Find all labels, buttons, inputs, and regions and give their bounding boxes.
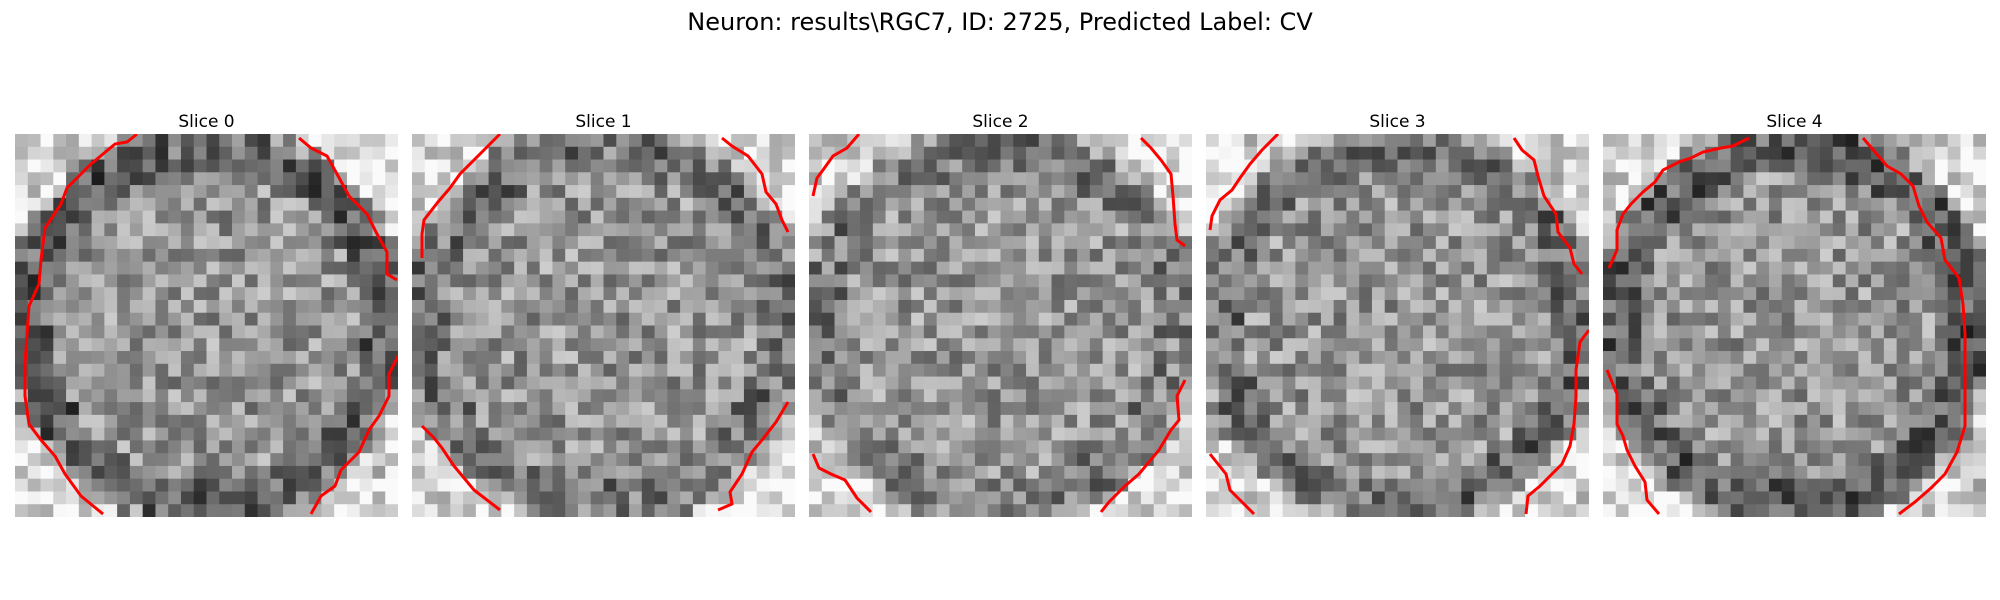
slice-title: Slice 0 [178,112,235,132]
contour-right-lower [309,355,398,515]
contour-right-lower [1099,379,1187,513]
contour-right [298,136,398,282]
slice-image-1 [412,134,795,517]
contour-right [1861,137,1967,516]
slice-image-4 [1603,134,1986,517]
contour-right-lower [717,401,790,512]
slice-panel-4: Slice 4 [1603,110,1986,517]
slice-title: Slice 3 [1369,112,1426,132]
contour-left [1607,136,1750,269]
slice-title: Slice 4 [1766,112,1823,132]
slice-image-3 [1206,134,1589,517]
contour-left [1208,134,1280,231]
contour-left [420,134,502,258]
contour-left-lower [1208,453,1256,516]
contour-right [1512,137,1584,275]
contour-right [721,136,790,233]
contour-left [811,134,861,197]
slice-image-2 [809,134,1192,517]
slice-panel-0: Slice 0 [15,110,398,517]
figure-title: Neuron: results\RGC7, ID: 2725, Predicte… [687,8,1313,36]
slice-image-0 [15,134,398,517]
contour-left-lower [811,453,873,514]
slice-title: Slice 2 [972,112,1029,132]
contour-right-mid [1524,329,1589,515]
slice-panel-2: Slice 2 [809,110,1192,517]
slice-title: Slice 1 [575,112,632,132]
slice-panel-1: Slice 1 [412,110,795,517]
contour-right [1139,136,1186,248]
contour-left [23,134,138,516]
contour-left-lower [420,424,501,512]
slice-panel-3: Slice 3 [1206,110,1589,517]
contour-left-lower [1605,369,1661,515]
